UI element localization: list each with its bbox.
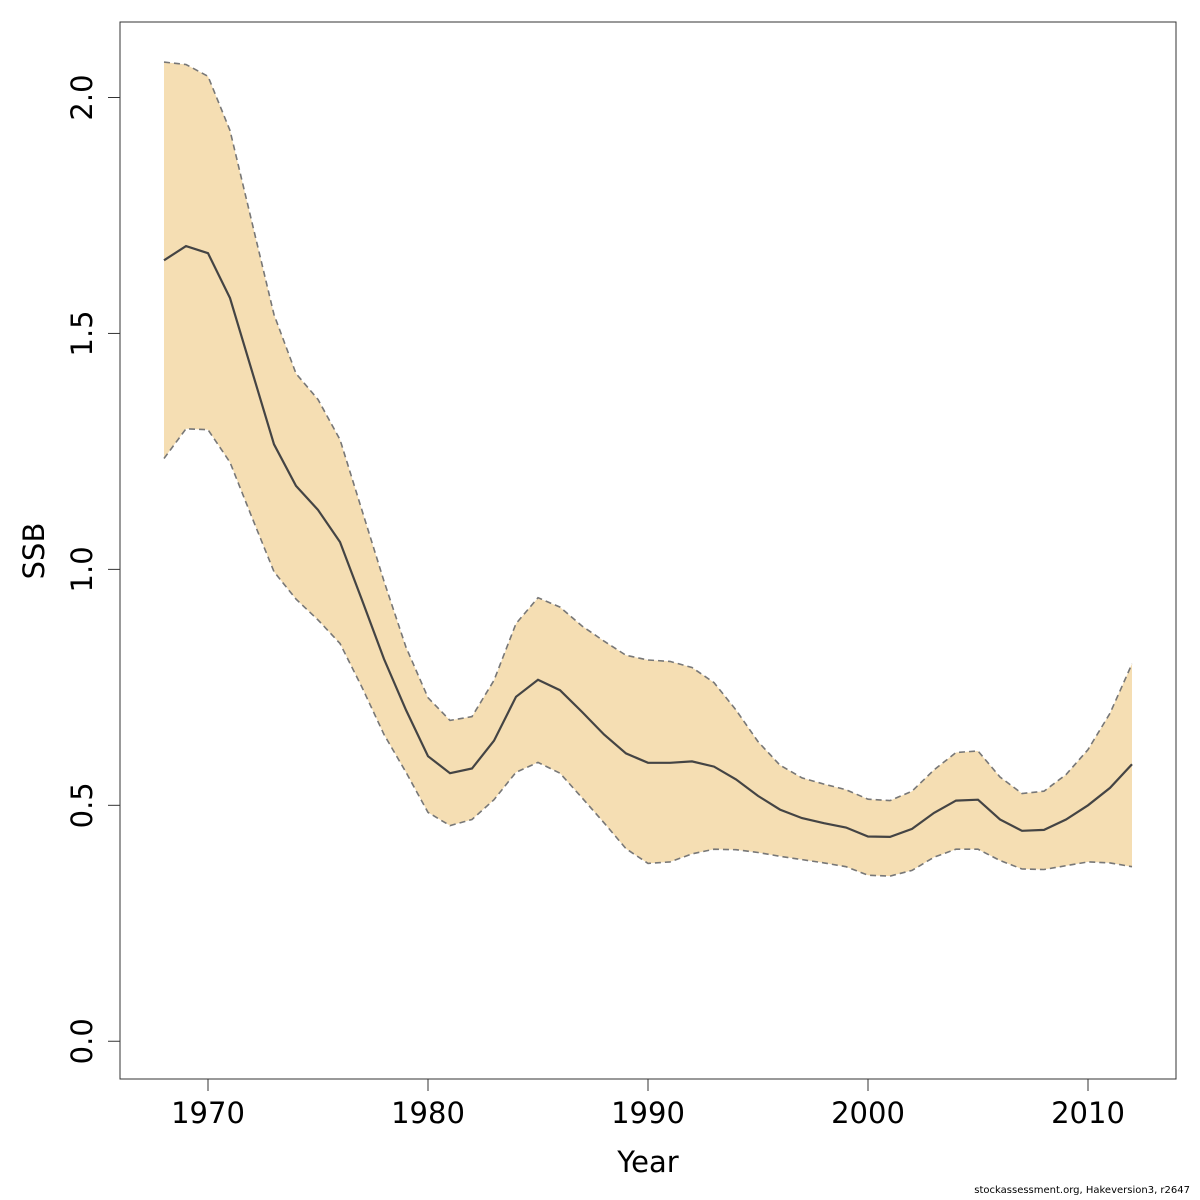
x-tick-label: 1990 xyxy=(611,1096,685,1130)
y-tick-label: 1.5 xyxy=(65,310,99,356)
y-axis-label: SSB xyxy=(17,523,51,580)
y-axis: 0.0 0.5 1.0 1.5 2.0 xyxy=(65,74,121,1064)
lower-bound-line xyxy=(163,427,1133,877)
y-tick-label: 2.0 xyxy=(65,74,99,120)
confidence-band xyxy=(164,62,1132,877)
x-tick-label: 2010 xyxy=(1051,1096,1125,1130)
x-tick-label: 1970 xyxy=(171,1096,245,1130)
y-tick-label: 0.0 xyxy=(65,1018,99,1064)
x-tick-label: 2000 xyxy=(831,1096,905,1130)
y-tick-label: 0.5 xyxy=(65,782,99,828)
x-axis: 1970 1980 1990 2000 2010 xyxy=(171,1078,1125,1130)
ssb-estimate-line xyxy=(163,244,1133,839)
x-tick-label: 1980 xyxy=(391,1096,465,1130)
upper-bound-line xyxy=(163,61,1133,802)
footer-credit: stockassessment.org, Hakeversion3, r2647 xyxy=(974,1185,1190,1196)
y-tick-label: 1.0 xyxy=(65,546,99,592)
x-axis-label: Year xyxy=(616,1145,678,1179)
